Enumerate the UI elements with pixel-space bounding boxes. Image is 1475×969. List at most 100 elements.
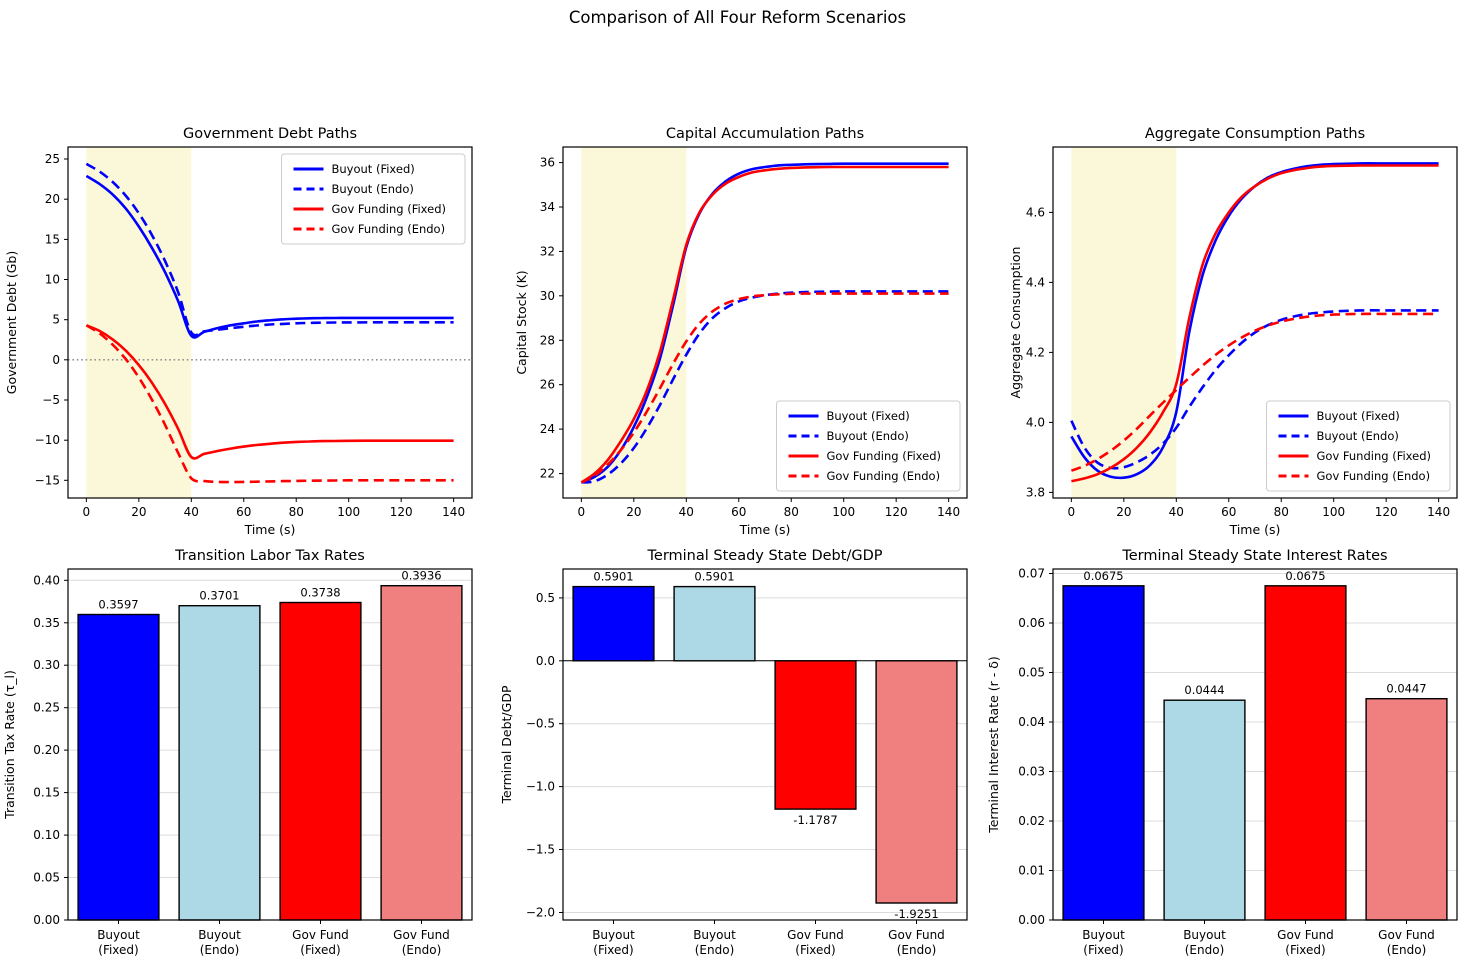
bar-value-label: 0.3701 xyxy=(199,589,239,603)
y-tick-label: 0.01 xyxy=(1018,864,1045,878)
legend-label: Buyout (Fixed) xyxy=(332,162,415,176)
axes-frame xyxy=(562,568,968,921)
series-line-buyout-fixed- xyxy=(1070,162,1439,480)
legend-label: Buyout (Endo) xyxy=(332,182,414,196)
x-tick-label: 140 xyxy=(442,505,465,519)
bar-interest-1 xyxy=(1163,699,1246,921)
bar-value-label: -1.9251 xyxy=(894,907,938,921)
y-tick-label: 22 xyxy=(540,467,555,481)
subplot-title: Terminal Steady State Interest Rates xyxy=(1121,548,1387,564)
y-tick-label: 0.10 xyxy=(33,828,60,842)
x-tick-label: 60 xyxy=(236,505,251,519)
axes-frame xyxy=(67,146,473,499)
x-tick-labels: Buyout (Fixed) Buyout (Endo) Gov Fund (Fixed)… xyxy=(592,920,945,957)
x-category-label: Buyout (Fixed) xyxy=(97,928,140,957)
y-tick-label: 32 xyxy=(540,244,555,258)
legend: Buyout (Fixed) Buyout (Endo) Gov Funding (… xyxy=(281,153,466,245)
axes-frame xyxy=(1052,146,1458,499)
y-tick-label: 4.2 xyxy=(1026,345,1045,359)
bar-value-label: 0.0675 xyxy=(1083,569,1123,583)
transition-period-band xyxy=(581,147,687,498)
x-tick-label: 120 xyxy=(390,505,413,519)
legend-box xyxy=(1266,400,1451,492)
x-tick-labels: 0 20 40 60 80 100 120 140 xyxy=(578,498,960,519)
x-tick-labels: 0 20 40 60 80 100 120 140 xyxy=(83,498,465,519)
y-tick-label: 0.00 xyxy=(33,913,60,927)
y-tick-label: 0.00 xyxy=(1018,913,1045,927)
x-category-label: Buyout (Fixed) xyxy=(1082,928,1125,957)
x-tick-label: 100 xyxy=(832,505,855,519)
bar-debt-gdp-1 xyxy=(673,585,756,662)
axes-frame xyxy=(1052,568,1458,921)
y-tick-label: 25 xyxy=(45,152,60,166)
y-tick-label: 0.07 xyxy=(1018,567,1045,581)
bar-value-label: 0.5901 xyxy=(694,570,734,584)
x-tick-label: 40 xyxy=(1169,505,1184,519)
legend-label: Gov Funding (Fixed) xyxy=(332,202,446,216)
y-tick-label: 4.0 xyxy=(1026,415,1045,429)
x-tick-label: 20 xyxy=(1116,505,1131,519)
y-tick-label: 30 xyxy=(540,289,555,303)
x-tick-label: 120 xyxy=(1375,505,1398,519)
bar-labor-tax-0 xyxy=(77,613,160,921)
series-line-buyout-fixed- xyxy=(580,162,949,484)
y-tick-label: 0.05 xyxy=(33,871,60,885)
y-tick-label: 0.20 xyxy=(33,743,60,757)
subplot-consumption: 0 20 40 60 80 100 120 140 Time (s) 3.8 4.0 4.2 4.4 4.… xyxy=(1008,126,1458,537)
bar-value-label: 0.3936 xyxy=(401,569,441,583)
legend-label: Gov Funding (Endo) xyxy=(1317,469,1431,483)
bar-value-label: 0.5901 xyxy=(593,570,633,584)
y-tick-label: −10 xyxy=(35,433,60,447)
y-tick-labels: 22 24 26 28 30 32 34 36 xyxy=(540,156,563,481)
y-tick-label: 26 xyxy=(540,378,555,392)
x-tick-label: 60 xyxy=(1221,505,1236,519)
y-tick-label: 20 xyxy=(45,192,60,206)
bar-labor-tax-2 xyxy=(279,601,362,921)
x-tick-label: 80 xyxy=(784,505,799,519)
y-tick-label: 4.4 xyxy=(1026,275,1045,289)
transition-period-band xyxy=(1071,147,1177,498)
legend-label: Buyout (Fixed) xyxy=(1317,409,1400,423)
y-tick-label: 28 xyxy=(540,333,555,347)
x-category-label: Buyout (Endo) xyxy=(693,928,736,957)
bar-debt-gdp-2 xyxy=(774,660,857,810)
x-category-label: Gov Fund (Fixed) xyxy=(787,928,844,957)
transition-period-band xyxy=(86,147,192,498)
legend-label: Gov Funding (Fixed) xyxy=(827,449,941,463)
series-line-gov-funding-fixed- xyxy=(1071,164,1439,483)
y-tick-label: 3.8 xyxy=(1026,485,1045,499)
x-tick-label: 140 xyxy=(937,505,960,519)
y-tick-label: −2.0 xyxy=(526,906,555,920)
bar-debt-gdp-0 xyxy=(572,585,655,662)
x-tick-label: 100 xyxy=(337,505,360,519)
y-tick-label: −1.5 xyxy=(526,843,555,857)
x-tick-label: 80 xyxy=(1274,505,1289,519)
y-tick-label: 24 xyxy=(540,422,555,436)
y-tick-label: 0.40 xyxy=(33,573,60,587)
y-axis-label: Terminal Interest Rate (r - δ) xyxy=(986,656,1001,834)
subplot-title: Capital Accumulation Paths xyxy=(666,126,864,142)
y-tick-label: 15 xyxy=(45,232,60,246)
legend: Buyout (Fixed) Buyout (Endo) Gov Funding (… xyxy=(776,400,961,492)
bar-value-label: 0.0675 xyxy=(1285,569,1325,583)
y-tick-label: 0.15 xyxy=(33,786,60,800)
y-axis-label: Government Debt (Gb) xyxy=(4,251,19,394)
subplot-title: Government Debt Paths xyxy=(183,126,357,142)
x-category-label: Buyout (Endo) xyxy=(198,928,241,957)
y-tick-label: 0.5 xyxy=(536,591,555,605)
bar-value-label: 0.3738 xyxy=(300,586,340,600)
series-line-buyout-endo- xyxy=(85,162,454,337)
bar-value-label: 0.0447 xyxy=(1386,682,1426,696)
y-tick-label: 10 xyxy=(45,273,60,287)
y-tick-label: 0.02 xyxy=(1018,814,1045,828)
x-category-label: Buyout (Fixed) xyxy=(592,928,635,957)
y-tick-label: 0.04 xyxy=(1018,715,1045,729)
x-tick-labels: Buyout (Fixed) Buyout (Endo) Gov Fund (Fixed)… xyxy=(97,920,450,957)
series-line-buyout-fixed- xyxy=(85,174,454,339)
x-category-label: Gov Fund (Fixed) xyxy=(1277,928,1334,957)
y-tick-label: 0.03 xyxy=(1018,765,1045,779)
y-tick-label: 4.6 xyxy=(1026,205,1045,219)
y-tick-label: 0.30 xyxy=(33,658,60,672)
